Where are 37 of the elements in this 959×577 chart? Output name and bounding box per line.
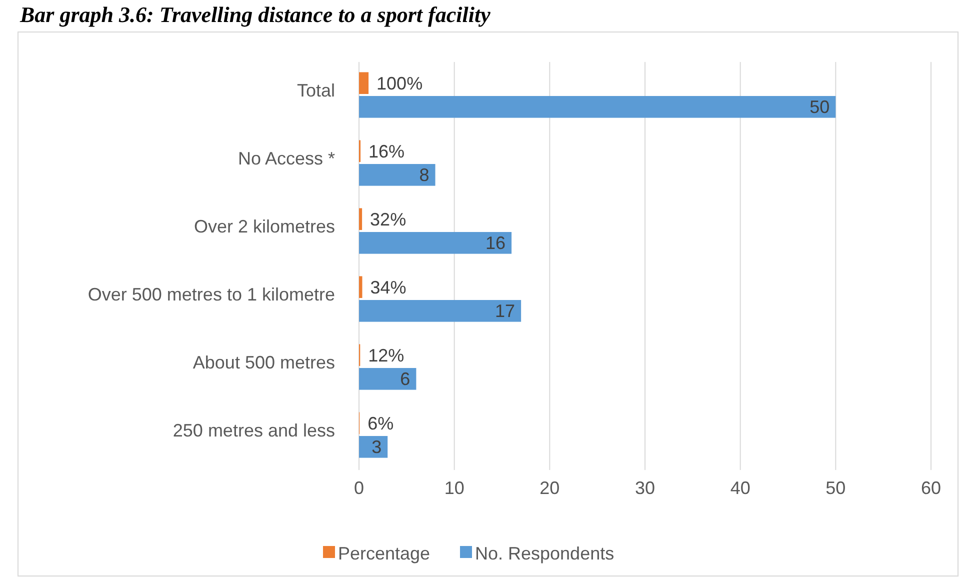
x-tick-label: 0 (354, 478, 364, 498)
y-tick-label: About 500 metres (192, 352, 335, 372)
y-tick-label: No Access * (238, 148, 335, 168)
x-tick-label: 50 (826, 478, 846, 498)
data-label: 100% (376, 73, 423, 94)
x-tick-label: 10 (444, 478, 464, 498)
data-label: 17 (495, 301, 516, 322)
chart-title: Bar graph 3.6: Travelling distance to a sport facility (19, 2, 491, 27)
data-label: 3 (372, 437, 382, 458)
bar (359, 96, 836, 118)
y-tick-label: Total (296, 80, 335, 100)
data-label: 8 (419, 165, 430, 186)
bar (359, 276, 362, 298)
legend-label: Percentage (338, 543, 430, 564)
legend-label: No. Respondents (475, 543, 614, 564)
bar (359, 232, 512, 254)
bar (359, 436, 388, 458)
bar (359, 368, 416, 390)
x-tick-label: 40 (730, 478, 750, 498)
bar (359, 208, 362, 230)
bar (359, 300, 522, 322)
data-label: 6 (400, 369, 410, 390)
bar (359, 72, 369, 94)
y-tick-label: 250 metres and less (172, 420, 335, 440)
x-tick-label: 30 (634, 478, 656, 498)
bar (359, 164, 436, 186)
data-label: 34% (370, 277, 406, 298)
x-tick-label: 60 (920, 478, 942, 498)
x-tick-label: 20 (540, 478, 560, 498)
data-label: 12% (368, 345, 404, 366)
y-tick-label: Over 2 kilometres (194, 216, 335, 236)
data-label: 6% (368, 413, 394, 434)
y-tick-label: Over 500 metres to 1 kilometre (88, 284, 335, 304)
data-label: 32% (370, 209, 406, 230)
data-label: 50 (810, 97, 830, 118)
data-label: 16% (368, 141, 405, 162)
data-label: 16 (486, 233, 506, 254)
